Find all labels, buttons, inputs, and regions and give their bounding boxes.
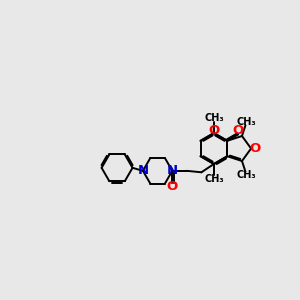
Text: O: O: [249, 142, 261, 155]
Text: CH₃: CH₃: [237, 170, 256, 180]
Text: O: O: [167, 180, 178, 194]
Text: CH₃: CH₃: [237, 117, 256, 127]
Text: N: N: [137, 164, 148, 177]
Text: O: O: [232, 124, 244, 137]
Text: N: N: [167, 164, 178, 177]
Text: CH₃: CH₃: [204, 113, 224, 123]
Text: CH₃: CH₃: [204, 174, 224, 184]
Text: O: O: [208, 124, 220, 137]
